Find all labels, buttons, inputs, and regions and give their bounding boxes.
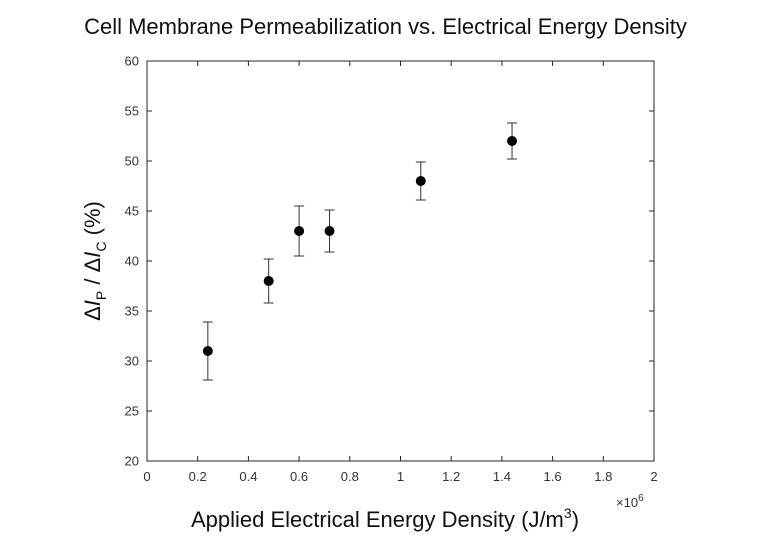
y-tick-label: 45 — [125, 204, 139, 219]
data-point — [202, 346, 213, 356]
y-tick-label: 40 — [125, 254, 139, 269]
y-tick-label: 25 — [125, 404, 139, 419]
x-axis-title-superscript: 3 — [564, 505, 572, 521]
data-point — [507, 136, 518, 146]
x-tick-label: 0.6 — [290, 469, 308, 484]
x-axis-ticks: 0 0.2 0.4 0.6 0.8 1 1.2 1.4 1.6 1.8 2 — [143, 61, 658, 484]
y-axis-title-subscript-2: C — [93, 241, 109, 251]
x-tick-label: 1.4 — [493, 469, 511, 484]
y-axis-ticks: 20 25 30 35 40 45 50 55 60 — [125, 54, 654, 469]
y-axis-title-italic-2: I — [80, 252, 105, 258]
data-point — [263, 276, 274, 286]
plot-area — [146, 60, 655, 462]
x-axis-multiplier: ×106 — [616, 493, 644, 510]
x-axis-multiplier-exponent: 6 — [638, 493, 644, 504]
y-axis-title: ΔIP / ΔIC (%) — [80, 201, 109, 321]
y-tick-label: 20 — [125, 454, 139, 469]
data-point — [324, 226, 335, 236]
y-axis-title-delta-1: Δ — [80, 306, 105, 321]
y-axis-title-delta-2: Δ — [80, 257, 105, 272]
x-tick-label: 0 — [143, 469, 150, 484]
y-tick-label: 60 — [125, 54, 139, 69]
x-axis-title-text: Applied Electrical Energy Density (J/m — [191, 507, 564, 532]
x-axis-title-close: ) — [572, 507, 579, 532]
chart-title: Cell Membrane Permeabilization vs. Elect… — [84, 14, 687, 39]
x-tick-label: 1.6 — [544, 469, 562, 484]
y-axis-title-subscript-1: P — [93, 291, 109, 300]
y-tick-label: 50 — [125, 154, 139, 169]
y-axis-title-separator: / — [80, 272, 105, 290]
y-tick-label: 30 — [125, 354, 139, 369]
data-point — [415, 176, 426, 186]
x-tick-label: 1.8 — [594, 469, 612, 484]
x-tick-label: 0.2 — [189, 469, 207, 484]
x-axis-multiplier-base: ×10 — [616, 495, 638, 510]
y-tick-label: 35 — [125, 304, 139, 319]
x-axis-title: Applied Electrical Energy Density (J/m3) — [191, 505, 579, 532]
x-tick-label: 1 — [397, 469, 404, 484]
data-points — [202, 136, 518, 356]
x-tick-label: 0.4 — [239, 469, 257, 484]
data-point — [294, 226, 305, 236]
error-bars — [202, 122, 518, 381]
y-axis-title-unit: (%) — [80, 201, 105, 241]
y-tick-label: 55 — [125, 104, 139, 119]
x-tick-label: 0.8 — [341, 469, 359, 484]
y-axis-title-italic-1: I — [80, 300, 105, 306]
x-tick-label: 2 — [650, 469, 657, 484]
x-tick-label: 1.2 — [442, 469, 460, 484]
